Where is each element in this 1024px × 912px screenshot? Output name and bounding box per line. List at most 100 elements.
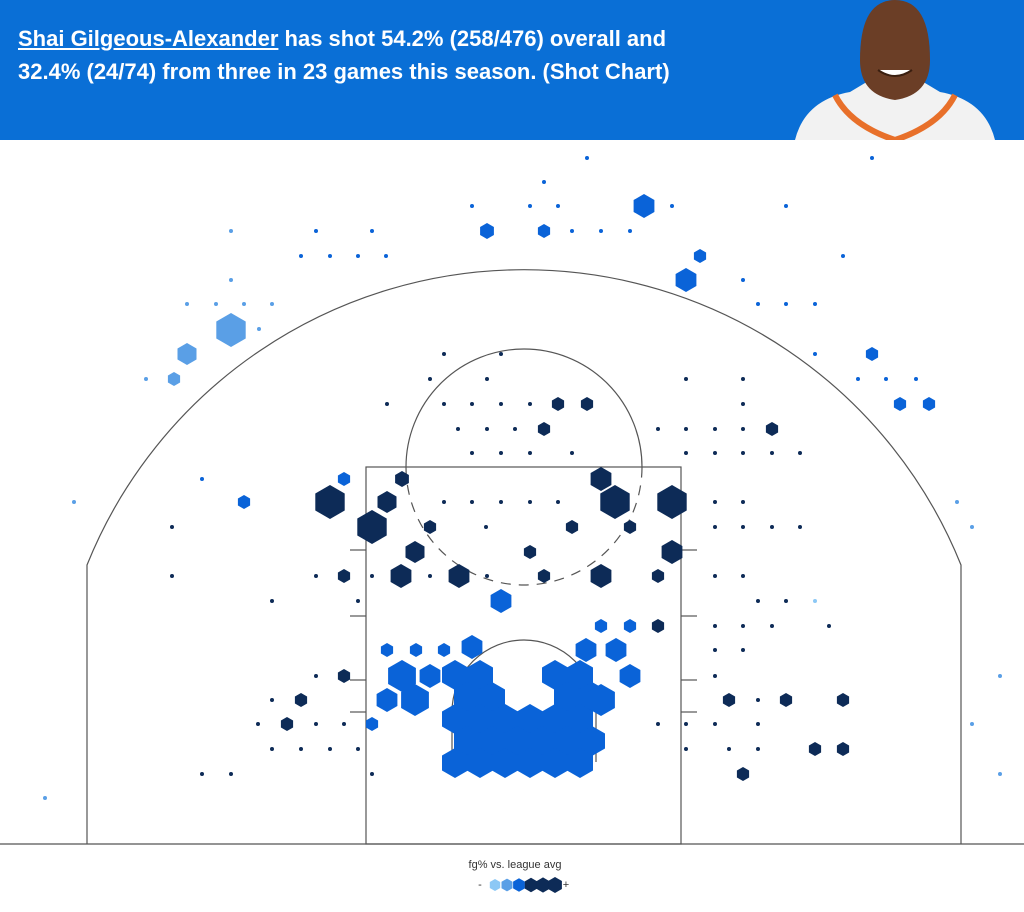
shot-hex xyxy=(479,726,505,756)
headline-line2: 32.4% (24/74) from three in 23 games thi… xyxy=(18,59,670,84)
shot-dot xyxy=(884,377,888,381)
shot-hex xyxy=(722,693,736,707)
shot-hex xyxy=(633,194,655,218)
shot-hex xyxy=(467,704,493,734)
shot-hex xyxy=(736,767,750,781)
shot-hex xyxy=(315,485,345,519)
shot-dot xyxy=(656,427,660,431)
shot-hex xyxy=(623,520,637,534)
shot-hex xyxy=(442,748,468,778)
shot-dot xyxy=(670,204,674,208)
shot-hex xyxy=(513,878,525,892)
shot-dot xyxy=(713,722,717,726)
shot-dot xyxy=(713,451,717,455)
shot-hex xyxy=(590,467,612,491)
shot-hex xyxy=(651,619,665,633)
shot-hex xyxy=(693,249,707,263)
shot-dot xyxy=(528,204,532,208)
shot-hex xyxy=(337,569,351,583)
shot-hex xyxy=(395,471,409,487)
shot-dot xyxy=(485,377,489,381)
shot-hex xyxy=(579,726,605,756)
shot-hex xyxy=(675,268,697,292)
legend-low: - xyxy=(478,879,482,891)
shot-dot xyxy=(856,377,860,381)
shot-hex xyxy=(492,748,518,778)
shot-dot xyxy=(370,229,374,233)
shot-dot xyxy=(299,747,303,751)
legend-title: fg% vs. league avg xyxy=(469,859,562,871)
shot-hex xyxy=(517,748,543,778)
shot-dot xyxy=(528,500,532,504)
shot-dot xyxy=(542,180,546,184)
shot-dot xyxy=(328,747,332,751)
shot-hex xyxy=(567,704,593,734)
shot-hex xyxy=(590,564,612,588)
shot-dot xyxy=(798,525,802,529)
shot-dot xyxy=(870,156,874,160)
shot-dot xyxy=(256,722,260,726)
shot-dot xyxy=(270,599,274,603)
shot-hex xyxy=(216,313,246,347)
shot-dot xyxy=(428,574,432,578)
shot-dot xyxy=(370,574,374,578)
shot-dot xyxy=(998,772,1002,776)
shot-dot xyxy=(713,500,717,504)
header: Shai Gilgeous-Alexander has shot 54.2% (… xyxy=(0,0,1024,140)
shot-hex xyxy=(922,397,936,411)
shot-dot xyxy=(784,302,788,306)
shot-hex xyxy=(448,564,470,588)
legend-swatches xyxy=(489,877,562,893)
shot-hex xyxy=(442,660,468,690)
shot-hex xyxy=(537,422,551,436)
shot-hex xyxy=(537,569,551,583)
shot-hex xyxy=(765,422,779,436)
shot-dot xyxy=(841,254,845,258)
shot-dot xyxy=(741,427,745,431)
player-link[interactable]: Shai Gilgeous-Alexander xyxy=(18,26,279,51)
shot-hex xyxy=(489,879,501,891)
shot-dot xyxy=(356,599,360,603)
shot-dot xyxy=(998,674,1002,678)
shot-dot xyxy=(741,451,745,455)
shot-hex xyxy=(390,564,412,588)
shot-hex xyxy=(401,684,429,716)
shot-hex xyxy=(423,520,437,534)
shot-dot xyxy=(741,525,745,529)
shot-dot xyxy=(456,427,460,431)
shot-hex xyxy=(836,742,850,756)
shot-hex xyxy=(537,224,551,238)
headline: Shai Gilgeous-Alexander has shot 54.2% (… xyxy=(18,22,670,88)
shot-hex xyxy=(405,541,425,563)
shot-dot xyxy=(713,674,717,678)
shot-hex xyxy=(294,693,308,707)
shot-dot xyxy=(356,254,360,258)
shot-dot xyxy=(556,204,560,208)
shot-hex xyxy=(893,397,907,411)
shot-hex xyxy=(623,619,637,633)
shot-dot xyxy=(314,674,318,678)
shot-dot xyxy=(170,525,174,529)
shot-hex xyxy=(536,877,550,893)
shot-hex xyxy=(554,726,580,756)
shot-dot xyxy=(970,722,974,726)
shot-hex xyxy=(567,660,593,690)
shot-dot xyxy=(72,500,76,504)
shot-hex xyxy=(580,397,594,411)
shot-dot xyxy=(314,229,318,233)
shot-dot xyxy=(370,772,374,776)
shot-dot xyxy=(684,377,688,381)
shot-hex xyxy=(461,635,483,659)
shot-hex xyxy=(836,693,850,707)
player-headshot xyxy=(795,0,995,140)
shot-dot xyxy=(270,302,274,306)
shot-dot xyxy=(798,451,802,455)
shot-hex xyxy=(337,669,351,683)
shot-dot xyxy=(200,477,204,481)
shot-dot xyxy=(257,327,261,331)
shot-hex xyxy=(548,877,562,893)
shot-dot xyxy=(756,302,760,306)
shot-dot xyxy=(356,747,360,751)
shot-dot xyxy=(499,352,503,356)
headline-line1: has shot 54.2% (258/476) overall and xyxy=(284,26,667,51)
